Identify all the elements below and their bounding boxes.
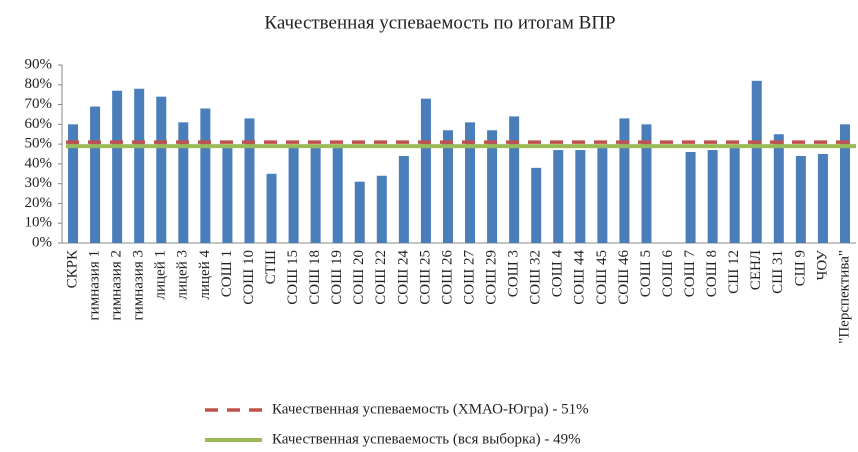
x-tick-label: СОШ 1 <box>219 250 235 297</box>
y-tick-label: 20% <box>25 195 53 211</box>
bar <box>685 152 696 243</box>
bar <box>288 148 299 243</box>
legend-label: Качественная успеваемость (ХМАО-Югра) - … <box>272 401 589 417</box>
x-tick-label: СОШ 25 <box>417 250 433 305</box>
x-tick-label: гимназия 3 <box>131 250 147 320</box>
bar <box>729 148 740 243</box>
x-tick-label: СОШ 22 <box>373 250 389 305</box>
y-tick-label: 30% <box>25 175 53 191</box>
x-tick-label: ЧОУ <box>814 250 830 281</box>
x-tick-label: СОШ 26 <box>439 250 455 305</box>
x-tick-label: лицей 1 <box>153 250 169 299</box>
y-tick-label: 10% <box>25 215 53 231</box>
x-tick-label: СОШ 15 <box>285 250 301 305</box>
bar <box>465 122 476 243</box>
bar <box>90 106 101 244</box>
y-tick-label: 60% <box>25 116 53 132</box>
bar <box>420 98 431 243</box>
x-tick-label: СОШ 27 <box>461 250 477 305</box>
x-tick-label: СШ 31 <box>770 250 786 294</box>
x-tick-label: СОШ 20 <box>351 250 367 305</box>
y-tick-label: 40% <box>25 155 53 171</box>
y-tick-label: 50% <box>25 136 53 152</box>
x-tick-label: СКРК <box>64 249 80 288</box>
bar <box>266 173 277 243</box>
legend-label: Качественная успеваемость (вся выборка) … <box>272 431 581 447</box>
bar <box>509 116 520 243</box>
bar <box>222 148 233 243</box>
bar <box>442 130 453 243</box>
x-tick-label: СОШ 4 <box>550 250 566 298</box>
bar <box>156 96 167 244</box>
bar <box>354 181 365 243</box>
bar <box>773 134 784 243</box>
bar <box>487 130 498 243</box>
bar <box>641 124 652 243</box>
x-tick-label: СШ 9 <box>792 250 808 286</box>
x-tick-label: СОШ 24 <box>395 250 411 305</box>
bar <box>531 167 542 243</box>
y-tick-label: 70% <box>25 96 53 112</box>
bar <box>707 150 718 243</box>
x-tick-label: лицей 4 <box>197 250 213 300</box>
x-tick-label: СОШ 18 <box>307 250 323 305</box>
bar <box>332 148 343 243</box>
x-tick-label: лицей 3 <box>175 250 191 299</box>
bar <box>839 124 850 243</box>
bar <box>310 148 321 243</box>
x-tick-label: гимназия 2 <box>109 250 125 320</box>
x-tick-label: "Перспектива" <box>836 250 852 344</box>
bar <box>68 124 79 243</box>
x-tick-label: СОШ 45 <box>594 250 610 305</box>
bar <box>200 108 211 243</box>
bar <box>112 90 123 243</box>
bar <box>244 118 255 243</box>
bar <box>376 175 387 243</box>
bar <box>619 118 630 243</box>
x-tick-label: СШ 12 <box>726 250 742 294</box>
x-tick-label: СОШ 6 <box>660 250 676 298</box>
x-tick-label: СОШ 10 <box>241 250 257 305</box>
bar <box>553 150 564 243</box>
x-tick-label: СОШ 29 <box>484 250 500 305</box>
x-tick-label: СТШ <box>263 250 279 284</box>
x-tick-label: СОШ 19 <box>329 250 345 305</box>
x-tick-label: СОШ 5 <box>638 250 654 297</box>
x-tick-label: СОШ 7 <box>682 250 698 298</box>
x-tick-label: СОШ 44 <box>572 250 588 305</box>
x-tick-label: СЕНЛ <box>748 250 764 290</box>
bar <box>751 80 762 243</box>
bar <box>178 122 189 243</box>
bar <box>134 88 145 243</box>
y-tick-label: 90% <box>25 56 53 72</box>
x-tick-label: СОШ 32 <box>528 250 544 305</box>
y-tick-label: 0% <box>32 234 52 250</box>
bar <box>398 155 409 243</box>
y-tick-label: 80% <box>25 76 53 92</box>
chart-title: Качественная успеваемость по итогам ВПР <box>264 12 615 33</box>
x-tick-label: СОШ 3 <box>506 250 522 297</box>
x-tick-label: СОШ 8 <box>704 250 720 297</box>
x-tick-label: гимназия 1 <box>87 250 103 320</box>
bar <box>795 155 806 243</box>
bar <box>575 150 586 243</box>
bar <box>597 148 608 243</box>
bar <box>817 154 828 243</box>
x-tick-label: СОШ 46 <box>616 250 632 305</box>
